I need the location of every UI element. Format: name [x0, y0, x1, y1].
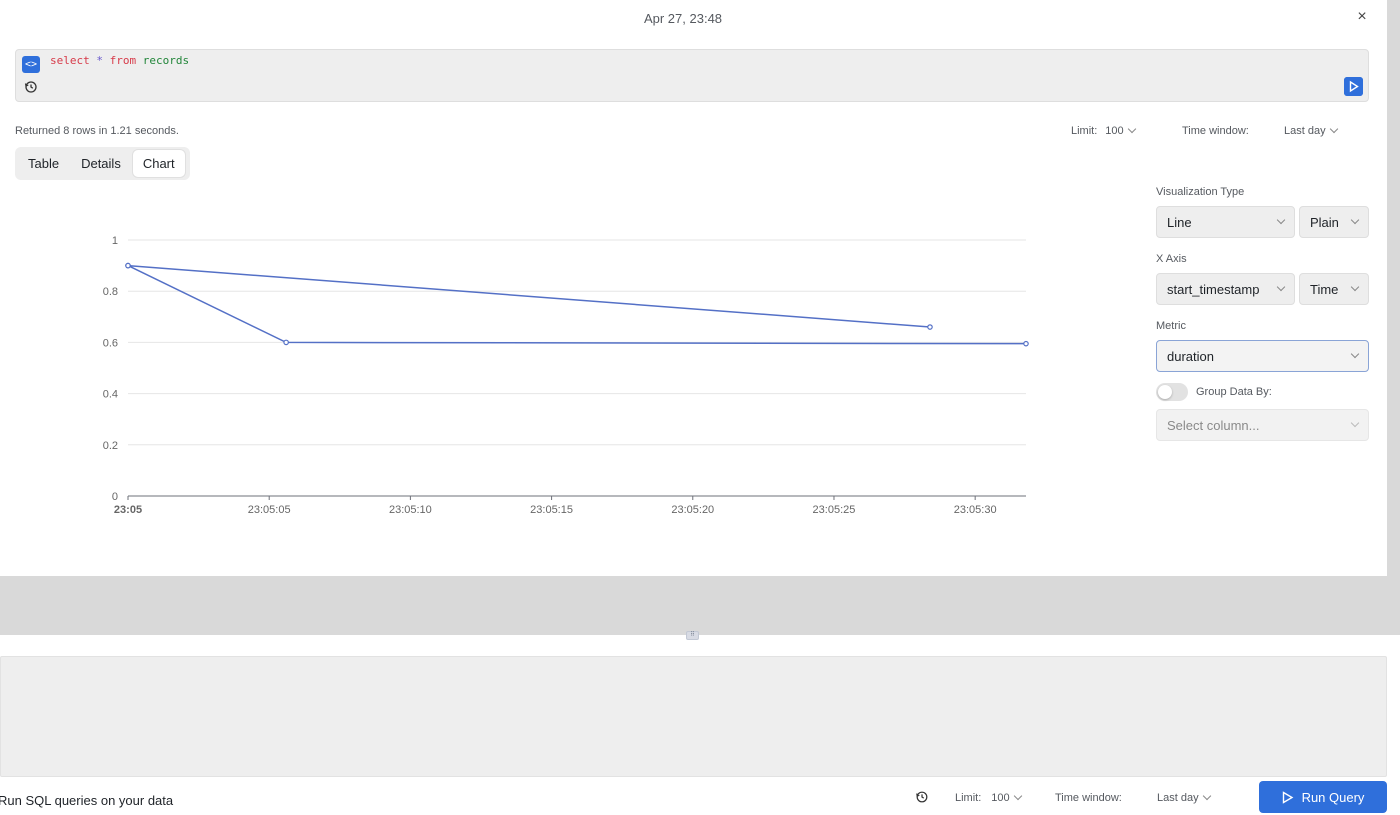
- viz-type-value: Line: [1167, 214, 1192, 230]
- run-icon[interactable]: [1344, 77, 1363, 96]
- chevron-down-icon: [1350, 418, 1360, 428]
- y-tick-label: 0.6: [103, 337, 118, 349]
- group-by-select[interactable]: Select column...: [1156, 409, 1369, 441]
- panel-title: Apr 27, 23:48: [643, 11, 723, 26]
- viz-style-value: Plain: [1310, 214, 1339, 230]
- x-axis-label: X Axis: [1156, 253, 1187, 265]
- x-axis-value: start_timestamp: [1167, 281, 1260, 297]
- sql-operator: *: [96, 54, 103, 67]
- sql-code[interactable]: select * from records: [50, 54, 189, 67]
- data-point: [1023, 340, 1029, 347]
- run-query-label: Run Query: [1301, 789, 1365, 805]
- y-tick-label: 0: [112, 491, 118, 503]
- group-by-toggle[interactable]: [1156, 383, 1188, 401]
- divider-band: [0, 576, 1400, 635]
- history-icon[interactable]: [915, 790, 929, 804]
- y-tick-label: 0.2: [103, 440, 118, 452]
- limit-label: Limit:: [1071, 125, 1098, 137]
- data-point: [125, 262, 131, 269]
- result-status: Returned 8 rows in 1.21 seconds.: [15, 125, 179, 137]
- footer-time-window-select[interactable]: Last day: [1157, 791, 1211, 804]
- code-icon[interactable]: <>: [22, 56, 40, 73]
- sql-editor[interactable]: <> select * from records: [15, 49, 1369, 102]
- metric-label: Metric: [1156, 320, 1186, 332]
- chevron-down-icon: [1276, 282, 1286, 292]
- chevron-down-icon: [1276, 215, 1286, 225]
- x-tick-label: 23:05:10: [389, 504, 432, 516]
- sql-table: records: [142, 54, 190, 67]
- tab-details[interactable]: Details: [81, 156, 121, 171]
- limit-label: Limit:: [955, 792, 982, 804]
- tab-chart[interactable]: Chart: [132, 150, 185, 177]
- viz-type-label: Visualization Type: [1156, 186, 1245, 198]
- metric-value: duration: [1167, 348, 1214, 364]
- sql-keyword: select: [50, 54, 90, 67]
- group-by-label: Group Data By:: [1196, 386, 1272, 398]
- series-line: [127, 264, 1027, 345]
- close-icon[interactable]: ×: [1357, 8, 1367, 25]
- viz-style-select[interactable]: Plain: [1299, 206, 1369, 238]
- time-window-select[interactable]: Last day: [1284, 124, 1338, 137]
- y-tick-label: 0.8: [103, 286, 118, 298]
- x-tick-label: 23:05:05: [248, 504, 291, 516]
- x-tick-label: 23:05:25: [813, 504, 856, 516]
- x-tick-label: 23:05:20: [671, 504, 714, 516]
- y-tick-label: 1: [112, 235, 118, 247]
- x-axis-select[interactable]: start_timestamp: [1156, 273, 1295, 305]
- footer-limit-select[interactable]: Limit: 100: [955, 791, 1022, 804]
- limit-value: 100: [1105, 125, 1124, 137]
- line-chart: 0 0.2 0.4 0.6 0.8 1 23:05 23:05:05 23:05:10 23:05…: [103, 235, 1029, 516]
- metric-select[interactable]: duration: [1156, 340, 1369, 372]
- x-tick-label: 23:05:15: [530, 504, 573, 516]
- play-icon: [1282, 790, 1293, 804]
- data-point: [927, 324, 933, 330]
- resize-handle[interactable]: ⠿: [686, 631, 699, 640]
- sql-keyword: from: [109, 54, 137, 67]
- y-tick-label: 0.4: [103, 389, 118, 401]
- x-axis-type-value: Time: [1310, 281, 1339, 297]
- limit-select[interactable]: Limit: 100: [1071, 124, 1136, 137]
- query-result-panel: Apr 27, 23:48 × <> select * from records…: [15, 8, 1369, 516]
- chevron-down-icon: [1013, 791, 1022, 801]
- group-by-placeholder: Select column...: [1167, 417, 1260, 433]
- query-editor[interactable]: [0, 656, 1387, 777]
- x-axis-type-select[interactable]: Time: [1299, 273, 1369, 305]
- tab-table[interactable]: Table: [28, 156, 60, 171]
- chart-config: Visualization Type Line Plain X Axis sta…: [1156, 186, 1369, 441]
- chevron-down-icon: [1350, 282, 1360, 292]
- limit-value: 100: [991, 792, 1010, 804]
- footer-hint: Run SQL queries on your data: [0, 793, 174, 808]
- x-tick-label: 23:05:30: [954, 504, 997, 516]
- history-icon[interactable]: [23, 79, 39, 95]
- footer-time-window-label: Time window:: [1055, 792, 1122, 804]
- chevron-down-icon: [1329, 124, 1338, 134]
- chevron-down-icon: [1127, 124, 1136, 134]
- chevron-down-icon: [1202, 791, 1211, 801]
- x-tick-label: 23:05: [114, 504, 142, 516]
- run-query-button[interactable]: Run Query: [1259, 781, 1387, 813]
- viz-type-select[interactable]: Line: [1156, 206, 1295, 238]
- time-window-value: Last day: [1284, 125, 1326, 137]
- chevron-down-icon: [1350, 215, 1360, 225]
- time-window-label: Time window:: [1182, 125, 1249, 137]
- scroll-gutter: [1387, 0, 1400, 576]
- view-tabs: Table Details Chart: [15, 147, 190, 180]
- time-window-value: Last day: [1157, 792, 1199, 804]
- chevron-down-icon: [1350, 349, 1360, 359]
- data-point: [283, 339, 289, 346]
